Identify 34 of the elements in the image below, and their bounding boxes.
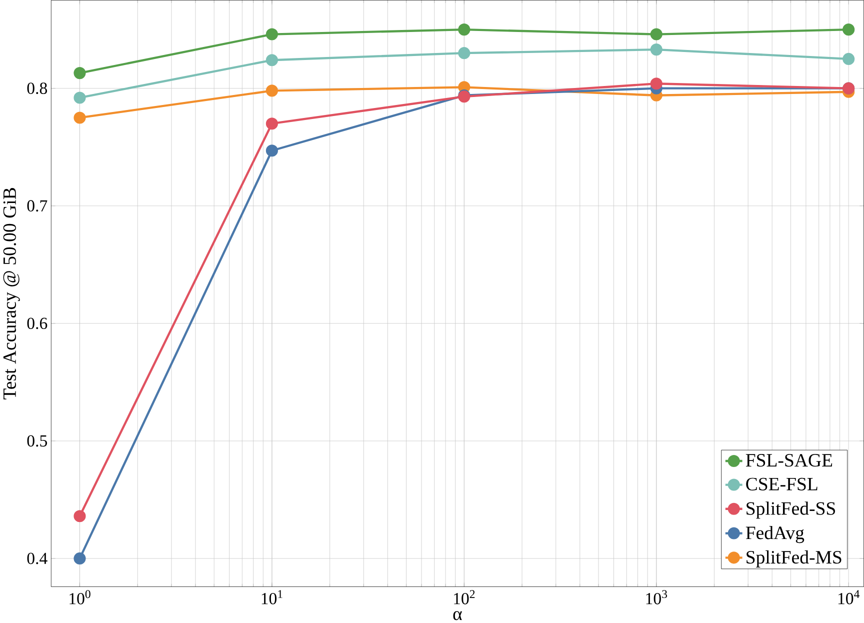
legend-label: SplitFed-SS [746,501,835,518]
point [842,52,855,65]
point [842,23,855,36]
y-axis-title: Test Accuracy @ 50.00 GiB [3,188,20,400]
point [266,54,278,66]
point [74,111,86,124]
point [458,23,470,36]
x-tick-label: 10$^{1}$ [262,590,282,604]
x-tick-label: 10$^{2}$ [454,590,475,604]
point [266,144,278,156]
y-tick-label: 0.4 [27,552,48,564]
point [458,46,470,59]
x-axis-title: α [453,610,462,620]
point [650,28,662,40]
point [266,84,278,96]
legend-label: FSL-SAGE [746,454,832,466]
legend-label: FedAvg [746,526,804,543]
y-tick-label: 0.5 [27,434,47,446]
legend-label: SplitFed-MS [746,550,842,568]
x-tick-label: 10$^{0}$ [70,590,90,604]
legend-label: CSE-FSL [746,478,818,490]
point [74,91,86,104]
point [74,66,86,79]
point [650,43,662,56]
point [74,510,86,522]
point [74,552,86,564]
y-tick-label: 0.7 [27,200,48,212]
x-tick-label: 10$^{3}$ [646,590,668,604]
point [266,117,278,130]
point [266,28,278,40]
x-tick-label: 10$^{4}$ [838,590,860,604]
y-tick-label: 0.6 [27,317,48,329]
point [650,77,662,90]
y-tick-label: 0.8 [27,82,48,94]
